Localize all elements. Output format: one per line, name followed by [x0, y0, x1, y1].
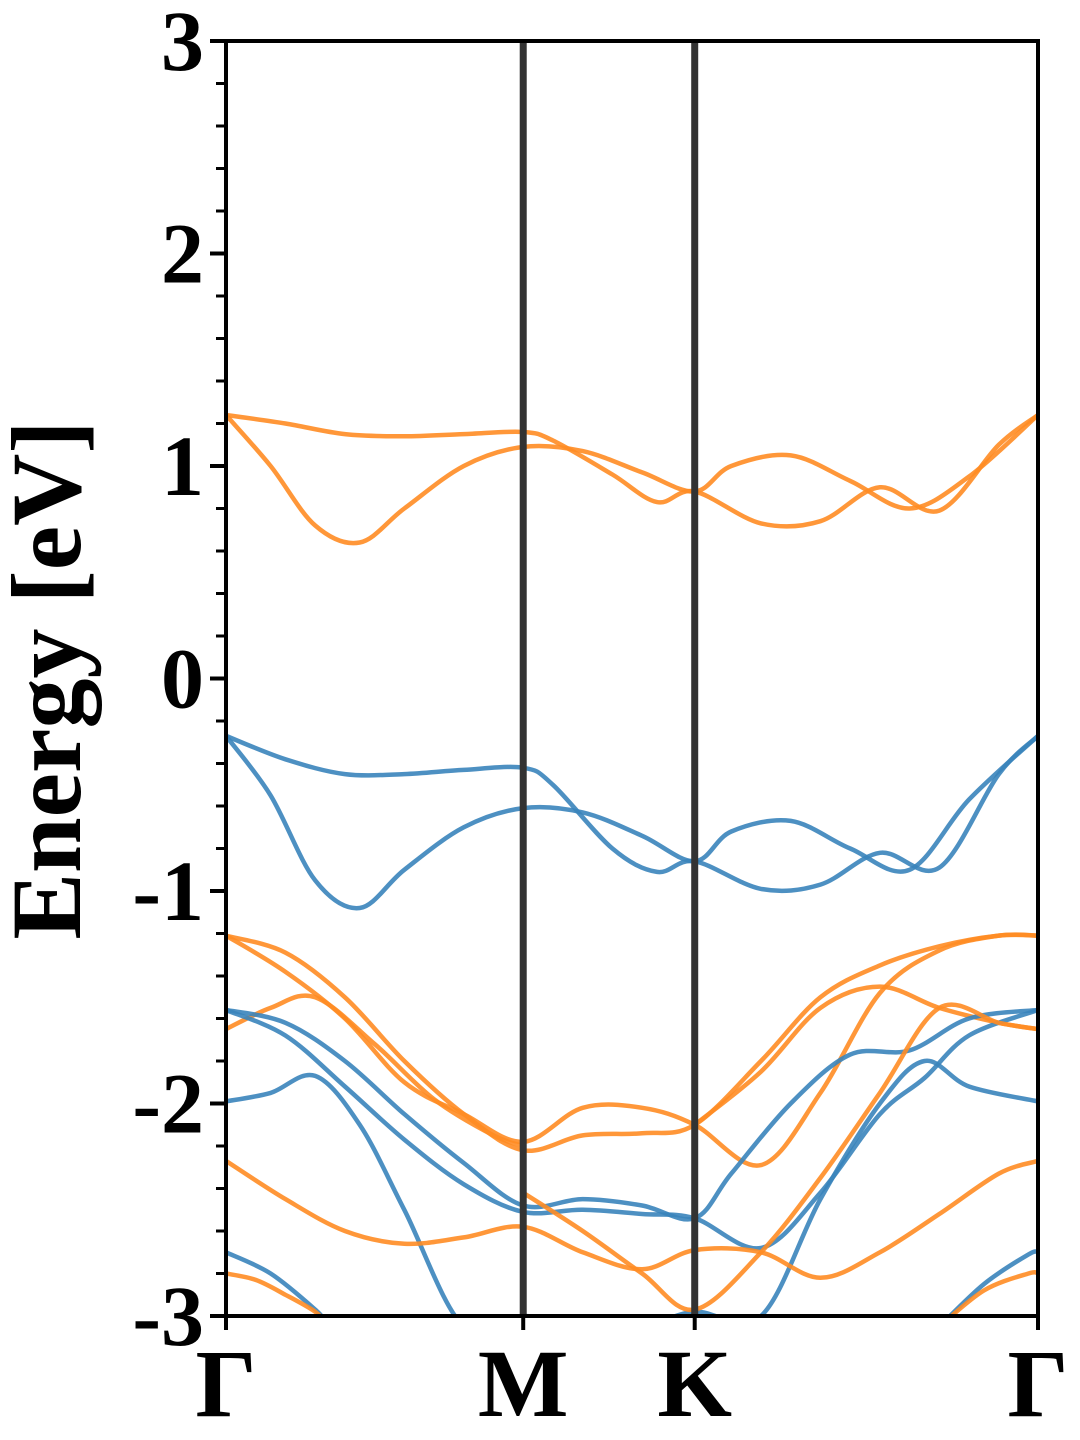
y-tick-label: 0 [161, 631, 204, 727]
band-line-orange-12 [226, 1158, 1038, 1281]
band-line-blue-4 [226, 733, 1038, 911]
y-axis-label: Energy [eV] [0, 420, 102, 939]
y-tick-label: 2 [161, 206, 204, 302]
band-line-orange-5 [226, 932, 1038, 1154]
band-line-blue-11 [226, 1058, 1038, 1316]
y-ticks: 3 2 1 0 -1 -2 -3 [132, 0, 226, 1364]
band-series-layer [226, 412, 1038, 1316]
band-line-orange-13 [520, 1002, 1038, 1312]
x-tick-label: K [657, 1330, 732, 1437]
band-line-orange-6 [226, 932, 1038, 1168]
y-tick-label: 1 [161, 418, 204, 514]
band-line-orange-2 [226, 412, 1038, 546]
y-tick-label: -3 [132, 1268, 204, 1364]
band-line-blue-10 [226, 1007, 1038, 1251]
x-tick-label: Γ [1007, 1330, 1068, 1437]
band-line-orange-16 [226, 1271, 324, 1316]
band-line-blue-3 [226, 733, 1038, 894]
band-line-orange-7 [226, 993, 526, 1149]
kpoint-lines-layer [519, 41, 699, 1316]
x-tick-label: Γ [195, 1330, 256, 1437]
y-tick-label: -2 [132, 1056, 204, 1152]
band-line-orange-8 [692, 984, 1038, 1128]
band-line-blue-14 [226, 1250, 325, 1316]
y-tick-label: 3 [161, 0, 204, 89]
band-line-blue-9 [226, 1007, 1038, 1222]
x-tick-label: M [478, 1330, 569, 1437]
plot-frame [224, 39, 1040, 1318]
y-tick-label: -1 [132, 843, 204, 939]
